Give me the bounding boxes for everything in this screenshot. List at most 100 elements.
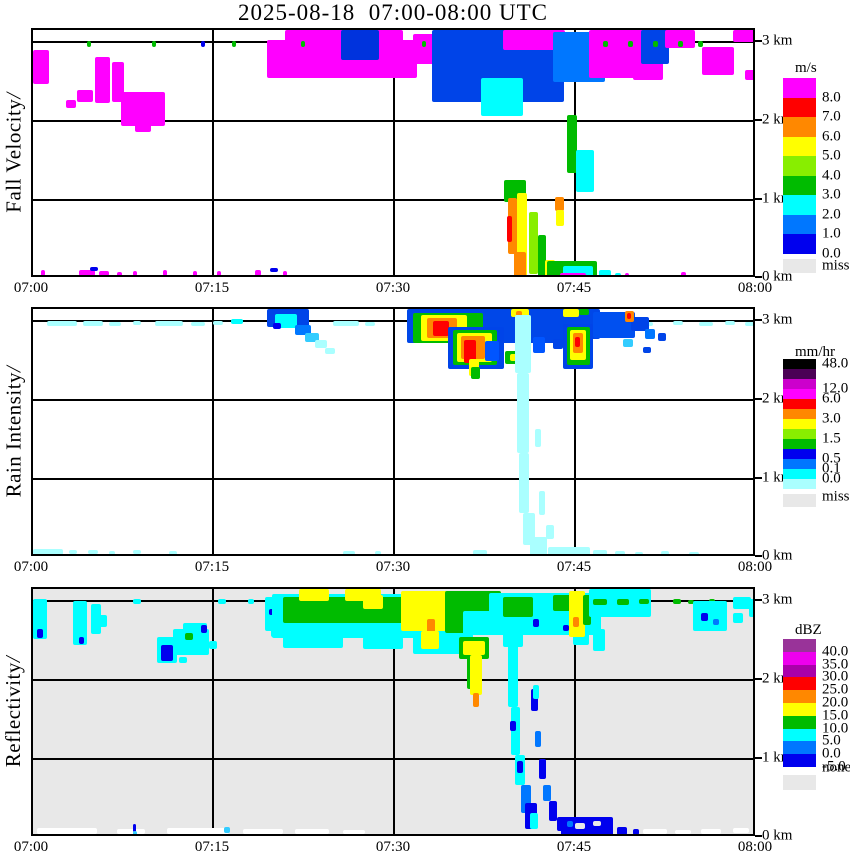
data-cell bbox=[681, 272, 686, 275]
data-cell bbox=[507, 216, 512, 242]
legend-value-label: 0.5 bbox=[822, 450, 841, 467]
y-tick-mark bbox=[755, 198, 762, 200]
data-cell bbox=[401, 591, 447, 631]
data-cell bbox=[481, 78, 523, 116]
data-cell bbox=[563, 625, 569, 631]
legend-value-label: 1.5 bbox=[822, 430, 841, 447]
legend-missing-label: miss bbox=[822, 488, 850, 505]
y-axis-title-fall-velocity: Fall Velocity/ bbox=[0, 28, 28, 277]
data-cell bbox=[515, 315, 531, 373]
x-tick-label: 07:30 bbox=[375, 559, 411, 575]
plot-area-reflectivity bbox=[31, 587, 755, 836]
data-cell bbox=[733, 597, 751, 609]
legend-title: m/s bbox=[795, 60, 817, 76]
data-cell bbox=[645, 329, 655, 339]
data-cell bbox=[135, 122, 151, 132]
legend-value-label: 3.0 bbox=[822, 410, 841, 427]
data-cell bbox=[117, 272, 122, 275]
y-axis-title-text: Rain Intensity bbox=[1, 371, 26, 498]
legend-value-label: 5.0 bbox=[822, 732, 841, 749]
data-cell bbox=[117, 829, 145, 834]
data-cell bbox=[363, 637, 403, 649]
data-cell bbox=[133, 550, 141, 554]
data-cell bbox=[169, 551, 177, 554]
data-cell bbox=[325, 348, 335, 354]
legend-color-block bbox=[783, 78, 816, 98]
data-cell bbox=[193, 271, 197, 275]
data-cell bbox=[503, 30, 565, 50]
data-cell bbox=[95, 57, 110, 103]
data-cell bbox=[560, 273, 586, 275]
data-cell bbox=[593, 629, 605, 651]
x-tick-label: 07:15 bbox=[194, 839, 230, 855]
data-cell bbox=[517, 193, 527, 275]
data-cell bbox=[33, 549, 63, 554]
legend-title: mm/hr bbox=[795, 344, 835, 360]
data-cell bbox=[37, 629, 43, 638]
data-cell bbox=[185, 633, 193, 640]
legend-color-block bbox=[783, 677, 816, 691]
data-cell bbox=[673, 599, 681, 604]
data-cell bbox=[473, 550, 487, 554]
data-cell bbox=[503, 597, 533, 617]
data-cell bbox=[688, 600, 694, 604]
data-cell bbox=[77, 90, 93, 102]
data-cell bbox=[231, 319, 243, 324]
data-cell bbox=[555, 197, 564, 211]
data-cell bbox=[433, 321, 449, 336]
data-cell bbox=[733, 613, 743, 623]
data-cell bbox=[631, 317, 649, 331]
legend-color-block bbox=[783, 156, 816, 176]
y-tick-mark bbox=[755, 40, 762, 42]
data-cell bbox=[121, 92, 165, 126]
data-cell bbox=[91, 604, 101, 634]
legend-color-block bbox=[783, 639, 816, 652]
legend-color-block bbox=[783, 651, 816, 665]
x-tick-label: 07:00 bbox=[13, 839, 49, 855]
data-cell bbox=[617, 827, 627, 834]
data-cell bbox=[422, 41, 426, 47]
data-cell bbox=[567, 821, 573, 827]
data-cell bbox=[90, 267, 98, 271]
legend-value-label: 0.0 bbox=[822, 470, 841, 487]
data-cell bbox=[514, 252, 526, 275]
x-tick-label: 07:30 bbox=[375, 280, 411, 296]
x-tick-label: 07:30 bbox=[375, 839, 411, 855]
legend-value-label: 3.0 bbox=[822, 186, 841, 203]
data-cell bbox=[333, 321, 359, 326]
legend-color-block bbox=[783, 389, 816, 399]
y-axis-title-mark: / bbox=[1, 365, 26, 372]
legend-color-block bbox=[783, 136, 816, 156]
legend-value-label: 30.0 bbox=[822, 668, 849, 685]
legend-color-block bbox=[783, 429, 816, 439]
legend-value-label: 20.0 bbox=[822, 694, 849, 711]
data-cell bbox=[549, 801, 557, 821]
gridline-vertical bbox=[393, 309, 395, 554]
y-tick-label: 0 km bbox=[762, 547, 793, 564]
data-cell bbox=[133, 824, 136, 832]
gridline-vertical bbox=[574, 309, 576, 554]
y-axis-title-mark: / bbox=[1, 655, 26, 663]
x-tick-label: 07:00 bbox=[13, 280, 49, 296]
legend-color-block bbox=[783, 459, 816, 469]
legend-value-label: 10.0 bbox=[822, 720, 849, 737]
y-tick-label: 0 km bbox=[762, 827, 793, 844]
y-tick-mark bbox=[755, 276, 762, 278]
legend-color-block bbox=[783, 117, 816, 137]
data-cell bbox=[283, 634, 343, 648]
data-cell bbox=[463, 641, 485, 655]
data-cell bbox=[593, 821, 601, 826]
data-cell bbox=[535, 731, 541, 747]
data-cell bbox=[603, 41, 608, 47]
data-cell bbox=[661, 551, 669, 554]
data-cell bbox=[163, 270, 167, 275]
legend-value-label: 48.0 bbox=[822, 355, 849, 372]
data-cell bbox=[699, 322, 713, 326]
data-cell bbox=[563, 266, 593, 275]
data-cell bbox=[599, 270, 611, 275]
data-cell bbox=[593, 550, 607, 554]
data-cell bbox=[315, 340, 327, 348]
legend-color-block bbox=[783, 469, 816, 479]
data-cell bbox=[299, 589, 329, 601]
plot-area-rain-intensity bbox=[31, 307, 755, 556]
